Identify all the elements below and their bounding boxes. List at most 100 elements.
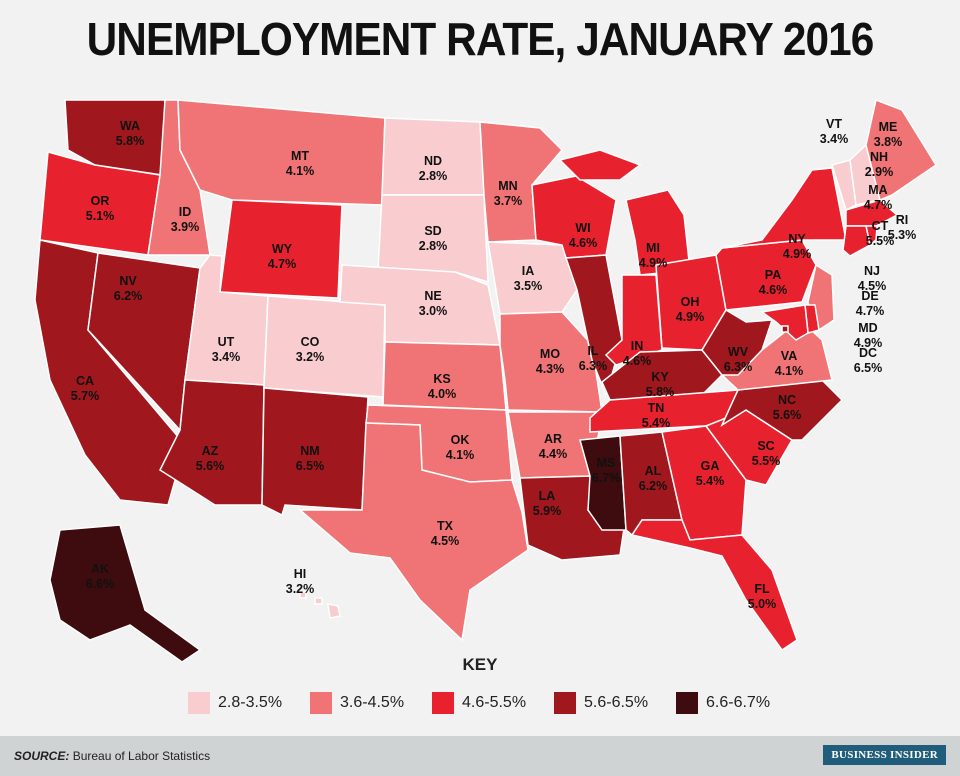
state-abbr-label: SC xyxy=(757,439,774,453)
state-abbr-label: GA xyxy=(701,459,720,473)
state-value-label: 4.1% xyxy=(775,364,804,378)
state-value-label: 4.0% xyxy=(428,387,457,401)
state-ak xyxy=(49,524,202,663)
state-abbr-label: UT xyxy=(218,335,235,349)
state-md xyxy=(760,304,809,341)
state-abbr-label: WY xyxy=(272,242,293,256)
state-hi xyxy=(299,591,307,599)
state-abbr-label: AL xyxy=(645,464,662,478)
state-value-label: 4.9% xyxy=(854,336,883,350)
state-abbr-label: MS xyxy=(597,456,616,470)
state-abbr-label: WI xyxy=(575,221,590,235)
state-value-label: 4.6% xyxy=(569,236,598,250)
state-abbr-label: CO xyxy=(301,335,320,349)
state-ct xyxy=(842,225,871,257)
key-title: KEY xyxy=(462,655,498,674)
state-abbr-label: OR xyxy=(91,194,110,208)
state-abbr-label: OH xyxy=(681,295,700,309)
state-abbr-label: NE xyxy=(424,289,441,303)
state-abbr-label: AZ xyxy=(202,444,219,458)
state-value-label: 4.5% xyxy=(858,279,887,293)
state-abbr-label: OK xyxy=(451,433,470,447)
legend-item: 3.6-4.5% xyxy=(310,692,432,714)
state-value-label: 5.6% xyxy=(196,459,225,473)
state-value-label: 5.5% xyxy=(752,454,781,468)
state-abbr-label: NM xyxy=(300,444,319,458)
state-nm xyxy=(261,387,369,517)
state-abbr-label: MA xyxy=(868,183,887,197)
state-abbr-label: NV xyxy=(119,274,137,288)
state-value-label: 6.3% xyxy=(579,359,608,373)
state-abbr-label: MD xyxy=(858,321,877,335)
state-abbr-label: PA xyxy=(765,268,781,282)
state-value-label: 6.5% xyxy=(854,361,883,375)
state-value-label: 6.2% xyxy=(114,289,143,303)
state-value-label: 4.4% xyxy=(539,447,568,461)
state-value-label: 4.3% xyxy=(536,362,565,376)
state-value-label: 6.6% xyxy=(86,577,115,591)
state-value-label: 6.7% xyxy=(592,471,621,485)
state-value-label: 3.5% xyxy=(514,279,543,293)
state-abbr-label: WV xyxy=(728,345,749,359)
state-value-label: 5.4% xyxy=(642,416,671,430)
state-abbr-label: NJ xyxy=(864,264,880,278)
state-abbr-label: SD xyxy=(424,224,441,238)
state-abbr-label: TX xyxy=(437,519,454,533)
state-abbr-label: KY xyxy=(651,370,669,384)
source-note: SOURCE: Bureau of Labor Statistics xyxy=(14,749,210,763)
legend-item: 2.8-3.5% xyxy=(188,692,310,714)
state-tx xyxy=(297,422,529,642)
state-ma xyxy=(845,199,899,227)
state-mt xyxy=(177,99,386,206)
state-value-label: 5.8% xyxy=(116,134,145,148)
state-mi xyxy=(558,149,642,181)
state-value-label: 3.8% xyxy=(874,135,903,149)
state-hi xyxy=(327,603,341,619)
state-il xyxy=(564,254,623,398)
source-text: Bureau of Labor Statistics xyxy=(72,749,211,763)
state-value-label: 5.5% xyxy=(866,234,895,248)
state-abbr-label: VA xyxy=(781,349,797,363)
legend-swatch xyxy=(310,692,332,714)
state-abbr-label: CT xyxy=(872,219,889,233)
state-wv xyxy=(701,308,774,376)
state-abbr-label: DE xyxy=(861,289,878,303)
legend-swatch xyxy=(554,692,576,714)
state-value-label: 4.7% xyxy=(856,304,885,318)
state-wy xyxy=(219,199,343,299)
state-value-label: 4.6% xyxy=(623,354,652,368)
state-value-label: 6.3% xyxy=(724,360,753,374)
state-abbr-label: ME xyxy=(879,120,898,134)
state-value-label: 3.4% xyxy=(212,350,241,364)
state-abbr-label: CA xyxy=(76,374,94,388)
state-abbr-label: FL xyxy=(754,582,770,596)
legend: 2.8-3.5% 3.6-4.5% 4.6-5.5% 5.6-6.5% 6.6-6.7% xyxy=(188,692,798,714)
state-value-label: 3.0% xyxy=(419,304,448,318)
state-abbr-label: NY xyxy=(788,232,806,246)
legend-label: 3.6-4.5% xyxy=(340,694,405,711)
state-value-label: 4.7% xyxy=(864,198,893,212)
state-value-label: 2.8% xyxy=(419,169,448,183)
legend-label: 5.6-6.5% xyxy=(584,694,649,711)
legend-label: 4.6-5.5% xyxy=(462,694,527,711)
legend-item: 5.6-6.5% xyxy=(554,692,676,714)
state-abbr-label: WA xyxy=(120,119,140,133)
state-ny xyxy=(721,167,847,249)
state-abbr-label: IL xyxy=(587,344,598,358)
brand-logo: BUSINESS INSIDER xyxy=(823,745,946,765)
state-dc xyxy=(781,325,789,333)
state-abbr-label: KS xyxy=(433,372,450,386)
state-value-label: 5.1% xyxy=(86,209,115,223)
legend-label: 6.6-6.7% xyxy=(706,694,771,711)
legend-swatch xyxy=(676,692,698,714)
state-abbr-label: IA xyxy=(522,264,535,278)
state-fl xyxy=(630,519,798,652)
state-value-label: 4.7% xyxy=(268,257,297,271)
state-value-label: 5.4% xyxy=(696,474,725,488)
state-value-label: 2.8% xyxy=(419,239,448,253)
state-value-label: 4.1% xyxy=(286,164,315,178)
state-abbr-label: HI xyxy=(294,567,307,581)
state-value-label: 6.5% xyxy=(296,459,325,473)
footer: SOURCE: Bureau of Labor Statistics BUSIN… xyxy=(0,736,960,776)
state-abbr-label: LA xyxy=(539,489,556,503)
